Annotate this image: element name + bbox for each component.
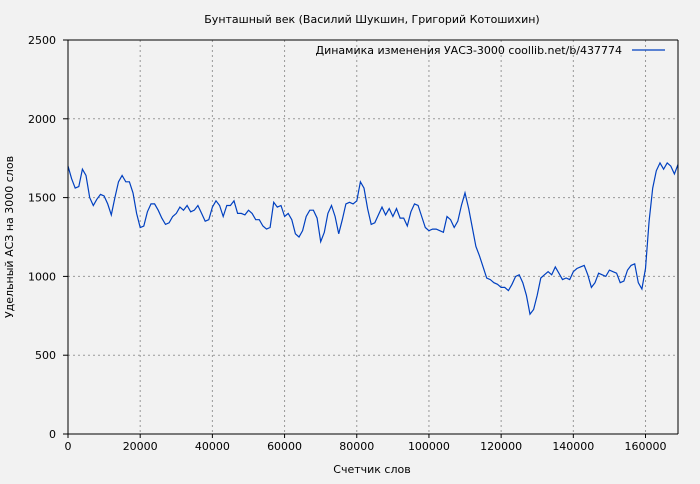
x-axis-ticks: 0 20000 40000 60000 80000 100000 120000 140000 1… bbox=[65, 434, 667, 453]
x-tick-label: 0 bbox=[65, 440, 72, 453]
x-tick-label: 160000 bbox=[625, 440, 667, 453]
legend: Динамика изменения УАСЗ-3000 coollib.net… bbox=[316, 44, 665, 57]
x-tick-label: 100000 bbox=[408, 440, 450, 453]
y-tick-label: 1500 bbox=[28, 192, 56, 205]
y-tick-label: 2500 bbox=[28, 34, 56, 47]
x-tick-label: 120000 bbox=[480, 440, 522, 453]
series-line bbox=[67, 161, 679, 316]
grid bbox=[68, 40, 678, 434]
x-tick-label: 40000 bbox=[195, 440, 230, 453]
plot-area bbox=[68, 40, 678, 434]
y-axis-label: Удельный АСЗ на 3000 слов bbox=[3, 156, 16, 318]
x-axis-label: Счетчик слов bbox=[333, 463, 410, 476]
x-tick-label: 80000 bbox=[339, 440, 374, 453]
legend-label: Динамика изменения УАСЗ-3000 coollib.net… bbox=[316, 44, 623, 57]
y-tick-label: 0 bbox=[49, 428, 56, 441]
y-tick-label: 1000 bbox=[28, 270, 56, 283]
x-tick-label: 60000 bbox=[267, 440, 302, 453]
x-tick-label: 20000 bbox=[123, 440, 158, 453]
y-tick-label: 2000 bbox=[28, 113, 56, 126]
chart-title: Бунташный век (Василий Шукшин, Григорий … bbox=[204, 13, 539, 26]
x-tick-label: 140000 bbox=[552, 440, 594, 453]
y-axis-ticks: 0 500 1000 1500 2000 2500 bbox=[28, 34, 68, 441]
y-tick-label: 500 bbox=[35, 349, 56, 362]
